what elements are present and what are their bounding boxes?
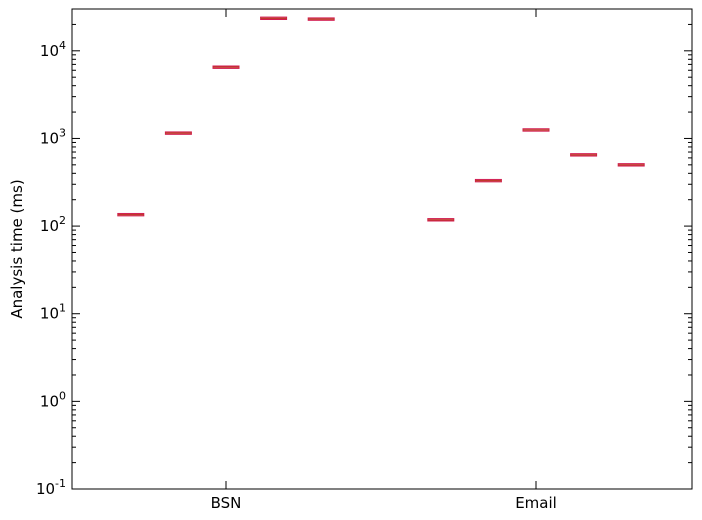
plot-area xyxy=(117,16,645,222)
x-axis-ticks: BSN Email xyxy=(211,9,557,512)
y-tick-label: 100 xyxy=(40,389,66,410)
y-tick-label: 103 xyxy=(40,126,66,147)
y-tick-label: 101 xyxy=(40,302,66,323)
y-axis-ticks: 10-1 100 101 102 103 104 xyxy=(36,23,692,498)
plot-frame xyxy=(71,8,693,490)
y-tick-label: 10-1 xyxy=(36,477,66,498)
y-axis-label: Analysis time (ms) xyxy=(8,179,26,318)
y-tick-label: 104 xyxy=(40,39,66,60)
x-tick-label: Email xyxy=(515,494,557,512)
y-tick-label: 102 xyxy=(40,214,66,235)
x-tick-label: BSN xyxy=(211,494,242,512)
